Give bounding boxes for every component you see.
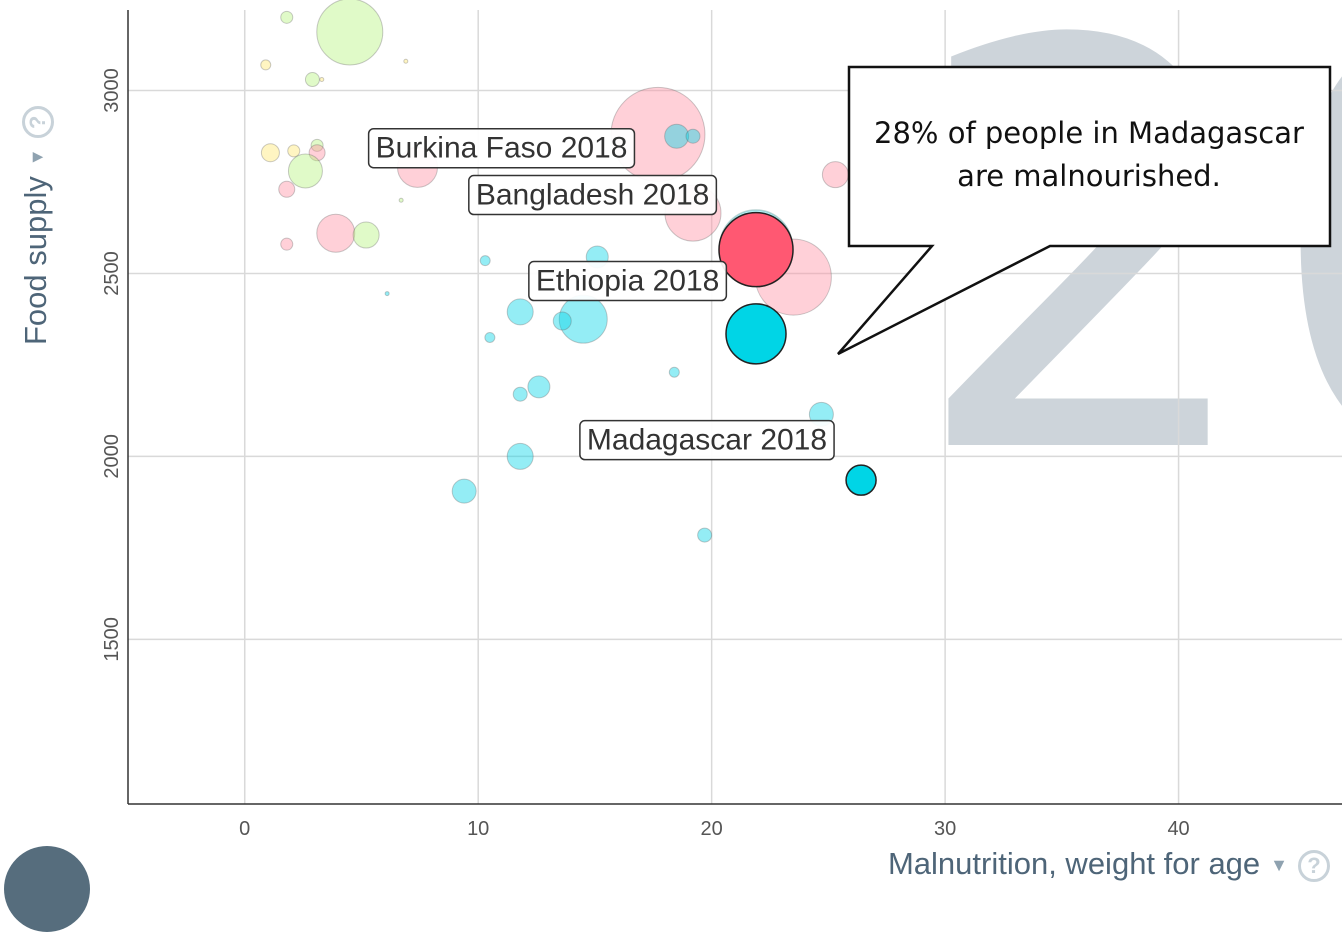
y-axis-dropdown-icon[interactable]: ▼ bbox=[27, 148, 48, 167]
background-bubble[interactable] bbox=[506, 442, 534, 470]
background-bubble[interactable] bbox=[280, 10, 294, 24]
background-bubble[interactable] bbox=[278, 180, 296, 198]
x-axis-dropdown-icon[interactable]: ▼ bbox=[1270, 855, 1288, 876]
point-label[interactable]: Burkina Faso 2018 bbox=[367, 127, 636, 169]
background-bubble[interactable] bbox=[280, 237, 294, 251]
point-label-box bbox=[528, 260, 728, 302]
background-bubble[interactable] bbox=[308, 144, 326, 162]
background-bubble[interactable] bbox=[304, 72, 320, 88]
point-label[interactable]: Bangladesh 2018 bbox=[468, 174, 718, 216]
point-label-text: Bangladesh 2018 bbox=[476, 179, 710, 212]
background-bubble[interactable] bbox=[352, 221, 380, 249]
background-bubble[interactable] bbox=[316, 0, 384, 66]
point-label[interactable]: Ethiopia 2018 bbox=[528, 260, 728, 302]
y-tick-label: 1500 bbox=[101, 617, 123, 662]
point-label-text: Ethiopia 2018 bbox=[536, 265, 720, 298]
background-bubble[interactable] bbox=[552, 311, 572, 331]
x-axis-help-icon[interactable]: ? bbox=[1298, 849, 1330, 882]
point-label-box bbox=[579, 419, 835, 461]
point-labels: Burkina Faso 2018 Bangladesh 2018 Ethiopia… bbox=[367, 127, 835, 461]
point-label-text: Burkina Faso 2018 bbox=[376, 132, 628, 165]
point-label-box bbox=[468, 174, 718, 216]
point-label-text: Madagascar 2018 bbox=[587, 424, 827, 457]
tick-labels: 0 10 20 30 40 1500 2000 2500 3000 bbox=[101, 68, 1190, 840]
background-bubbles bbox=[260, 0, 849, 543]
x-axis-selector[interactable]: Malnutrition, weight for age ▼? bbox=[888, 846, 1330, 882]
x-tick-label: 20 bbox=[701, 818, 723, 840]
background-bubble[interactable] bbox=[319, 77, 325, 83]
background-bubble[interactable] bbox=[685, 128, 701, 144]
background-bubble[interactable] bbox=[403, 58, 409, 64]
callout-box bbox=[837, 65, 1332, 356]
x-axis-title: Malnutrition, weight for age bbox=[887, 846, 1261, 881]
callout bbox=[837, 65, 1332, 356]
highlighted-bubble[interactable] bbox=[845, 464, 877, 496]
axes bbox=[127, 10, 1342, 805]
background-bubble[interactable] bbox=[479, 255, 491, 267]
y-tick-label: 3000 bbox=[101, 68, 123, 113]
background-bubble[interactable] bbox=[664, 123, 690, 149]
callout-text: 28% of people in Madagascar are malnouri… bbox=[852, 112, 1326, 198]
point-label[interactable]: Madagascar 2018 bbox=[579, 419, 835, 461]
highlighted-bubble[interactable] bbox=[725, 303, 787, 365]
background-bubble[interactable] bbox=[451, 478, 477, 504]
callout-line-1: 28% of people in Madagascar bbox=[874, 116, 1304, 150]
y-tick-label: 2500 bbox=[101, 251, 123, 296]
background-bubble[interactable] bbox=[260, 143, 280, 163]
background-bubble[interactable] bbox=[310, 138, 324, 152]
highlighted-bubble[interactable] bbox=[718, 211, 794, 288]
background-bubble[interactable] bbox=[287, 144, 301, 158]
background-bubble[interactable] bbox=[484, 331, 496, 343]
x-tick-label: 10 bbox=[467, 818, 489, 840]
background-bubble[interactable] bbox=[697, 527, 713, 543]
y-axis-title-wrap: Food supply ▼? bbox=[14, 60, 54, 350]
background-bubble[interactable] bbox=[287, 153, 323, 189]
background-bubble[interactable] bbox=[668, 366, 680, 378]
background-bubble[interactable] bbox=[506, 298, 534, 326]
background-bubble[interactable] bbox=[512, 386, 528, 402]
callout-line-2: are malnourished. bbox=[957, 159, 1221, 193]
background-bubble[interactable] bbox=[527, 375, 551, 399]
y-axis-help-icon[interactable]: ? bbox=[21, 106, 54, 139]
background-bubble[interactable] bbox=[398, 197, 404, 203]
y-tick-label: 2000 bbox=[101, 434, 123, 479]
background-bubble[interactable] bbox=[260, 59, 272, 71]
x-tick-label: 40 bbox=[1167, 818, 1189, 840]
background-bubble[interactable] bbox=[316, 213, 356, 253]
point-label-box bbox=[367, 127, 636, 169]
avatar[interactable] bbox=[4, 846, 90, 932]
y-axis-selector[interactable]: Food supply ▼? bbox=[18, 106, 54, 345]
x-tick-label: 30 bbox=[934, 818, 956, 840]
background-bubble[interactable] bbox=[821, 161, 849, 189]
x-tick-label: 0 bbox=[239, 818, 250, 840]
background-bubble[interactable] bbox=[384, 291, 390, 297]
y-axis-title: Food supply bbox=[18, 176, 53, 345]
highlighted-bubbles bbox=[718, 209, 877, 496]
